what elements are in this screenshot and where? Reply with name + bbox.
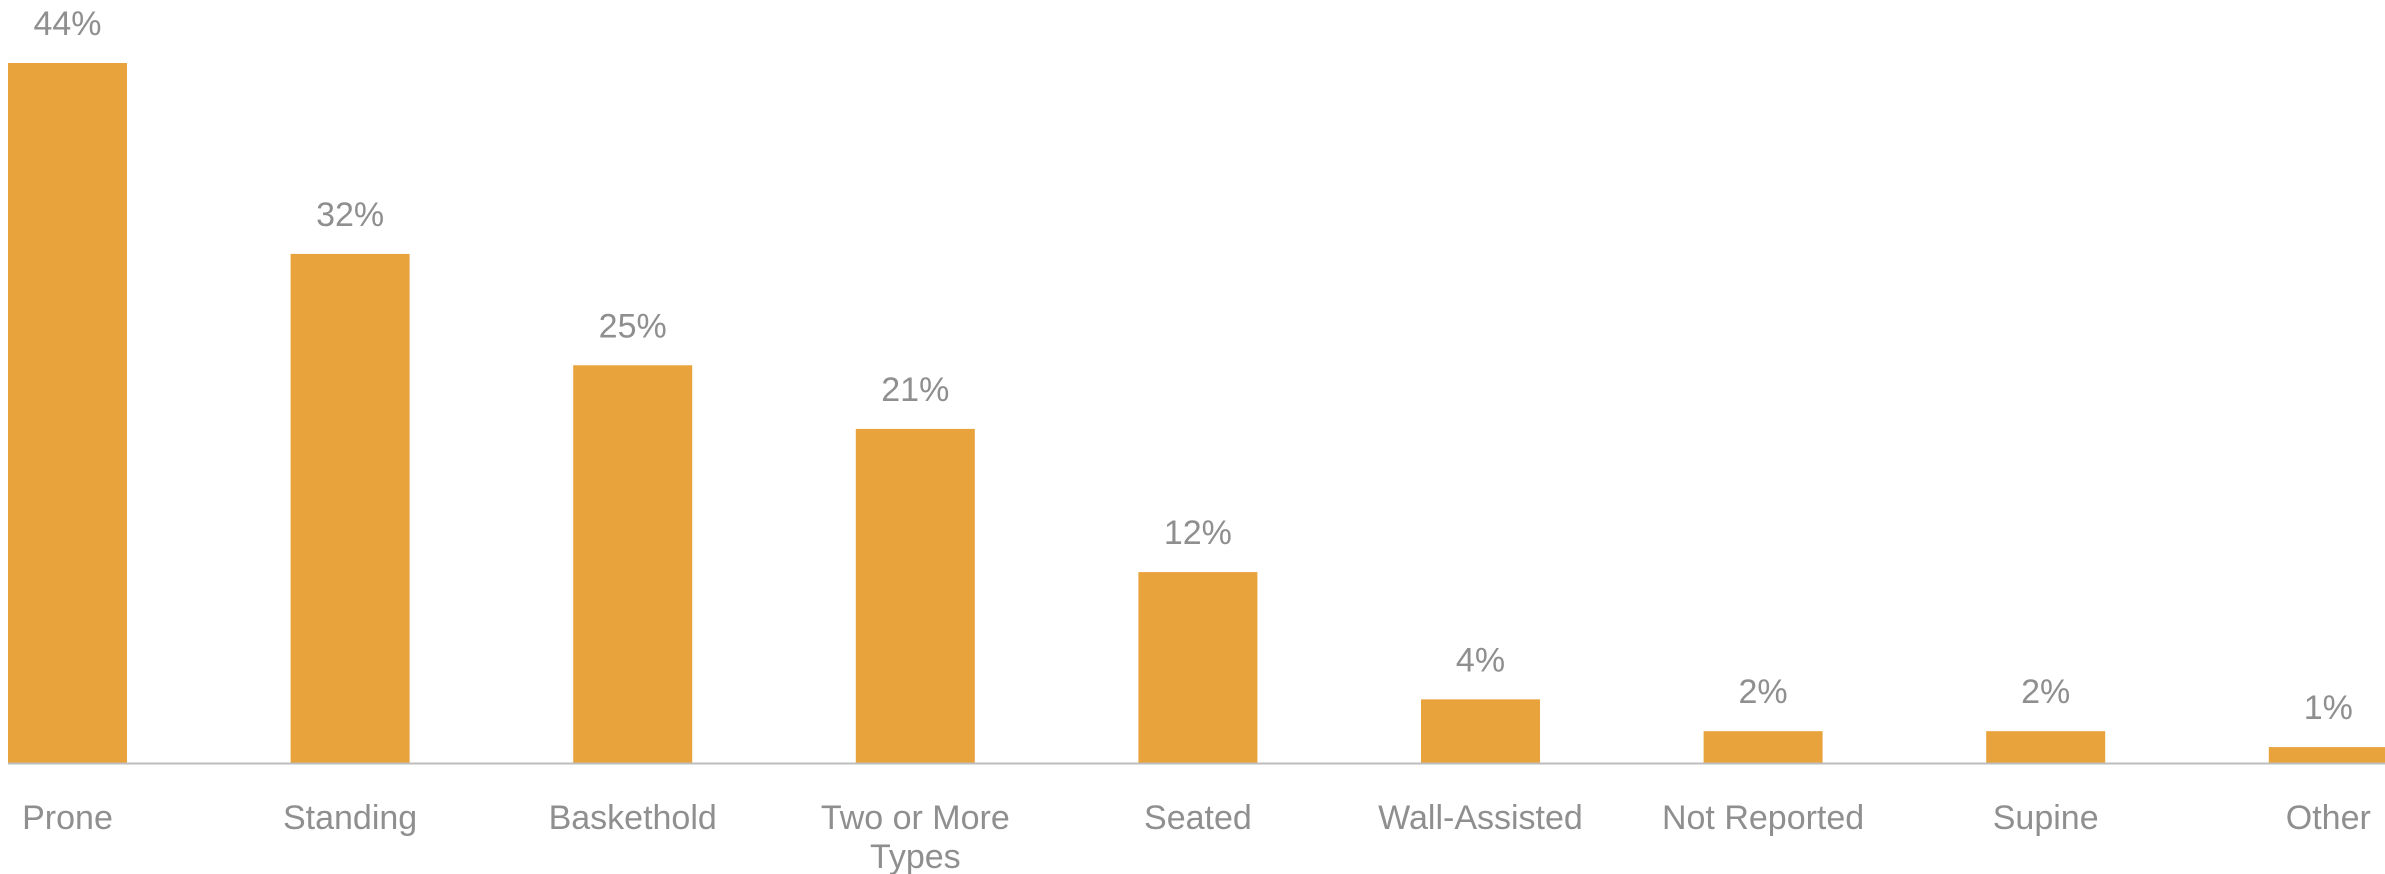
x-tick-label: Supine xyxy=(1993,799,2099,837)
x-tick-label: Prone xyxy=(22,799,113,837)
bar xyxy=(2268,747,2385,763)
x-tick-label: Two or More Types xyxy=(821,799,1010,874)
x-tick-label-line: Wall-Assisted xyxy=(1378,799,1583,837)
x-tick-label: Baskethold xyxy=(549,799,717,837)
data-label: 2% xyxy=(1739,673,1788,711)
x-tick-label-line: Supine xyxy=(1993,799,2099,837)
x-tick-label-line: Types xyxy=(870,838,961,874)
x-tick-label-line: Standing xyxy=(283,799,417,837)
x-tick-label-line: Not Reported xyxy=(1662,799,1864,837)
bar xyxy=(8,63,127,763)
data-label: 21% xyxy=(881,371,949,409)
bar xyxy=(1138,572,1258,763)
bars-layer xyxy=(8,63,2385,763)
bar xyxy=(855,428,975,763)
data-label: 4% xyxy=(1456,641,1505,679)
bar xyxy=(573,365,693,763)
data-label: 44% xyxy=(33,5,101,43)
bar xyxy=(1986,731,2106,763)
bar xyxy=(290,253,410,763)
bar xyxy=(1703,731,1823,763)
x-tick-label-line: Two or More xyxy=(821,799,1010,837)
data-label: 32% xyxy=(316,196,384,234)
x-tick-label: Wall-Assisted xyxy=(1378,799,1583,837)
data-label: 25% xyxy=(599,307,667,345)
data-label: 12% xyxy=(1164,514,1232,552)
x-tick-label: Not Reported xyxy=(1662,799,1864,837)
data-label: 1% xyxy=(2304,689,2353,727)
x-tick-label: Seated xyxy=(1144,799,1252,837)
x-tick-label: Other xyxy=(2286,799,2371,837)
labels-layer: 44% Prone 32% Standing 25% Baskethold 21% Two o… xyxy=(22,5,2371,874)
x-tick-label-line: Baskethold xyxy=(549,799,717,837)
data-label: 2% xyxy=(2021,673,2070,711)
x-tick-label-line: Other xyxy=(2286,799,2371,837)
x-tick-label: Standing xyxy=(283,799,417,837)
x-tick-label-line: Prone xyxy=(22,799,113,837)
bar xyxy=(1421,699,1540,763)
x-tick-label-line: Seated xyxy=(1144,799,1252,837)
